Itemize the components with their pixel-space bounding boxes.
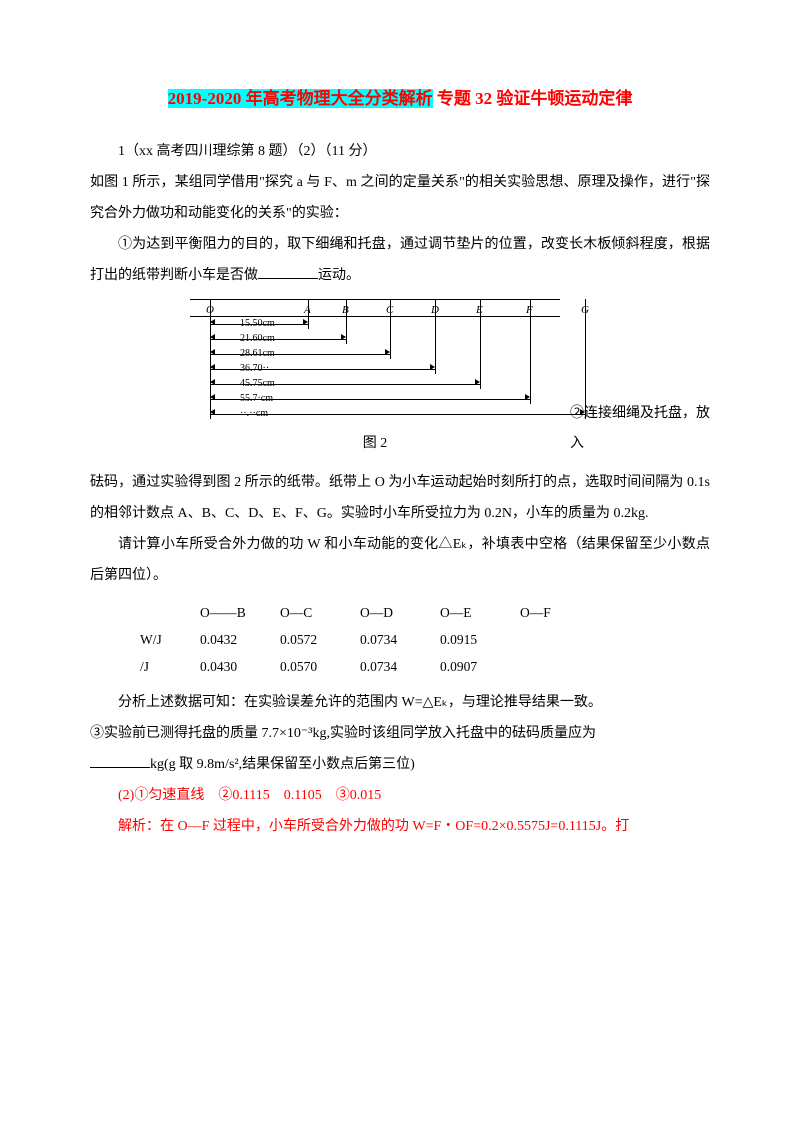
measure-rows: 15.50cm21.60cm28.61cm36.70··45.75cm55.7·… <box>190 317 560 422</box>
table-header-cell <box>140 599 200 626</box>
table-cell: 0.0907 <box>440 653 520 680</box>
step3-blank-line: kg(g 取 9.8m/s²,结果保留至小数点后第三位) <box>90 750 710 781</box>
table-cell: 0.0572 <box>280 626 360 653</box>
table-header-cell: O——B <box>200 599 280 626</box>
intro-paragraph: 如图 1 所示，某组同学借用"探究 a 与 F、m 之间的定量关系"的相关实验思… <box>90 168 710 230</box>
step-1: ①为达到平衡阻力的目的，取下细绳和托盘，通过调节垫片的位置，改变长木板倾斜程度，… <box>90 230 710 292</box>
table-row-label: /J <box>140 653 200 680</box>
step-3: ③实验前已测得托盘的质量 7.7×10⁻³kg,实验时该组同学放入托盘中的砝码质… <box>90 719 710 750</box>
vertical-line <box>585 299 586 419</box>
tape-diagram: OABCDEFG 15.50cm21.60cm28.61cm36.70··45.… <box>190 299 560 460</box>
table-header-cell: O—D <box>360 599 440 626</box>
title-highlight: 2019-2020 年高考物理大全分类解析 <box>168 89 433 108</box>
step2-instruction: 请计算小车所受合外力做的功 W 和小车动能的变化△Eₖ，补填表中空格（结果保留至… <box>90 530 710 592</box>
measure-arrow <box>210 347 390 355</box>
step3-end: kg(g 取 9.8m/s²,结果保留至小数点后第三位) <box>150 757 415 772</box>
table-row-ek: /J 0.0430 0.0570 0.0734 0.0907 <box>140 653 710 680</box>
step1-text: ①为达到平衡阻力的目的，取下细绳和托盘，通过调节垫片的位置，改变长木板倾斜程度，… <box>90 237 710 283</box>
table-row-label: W/J <box>140 626 200 653</box>
table-cell <box>520 653 600 680</box>
answer-line: (2)①匀速直线 ②0.1115 0.1105 ③0.015 <box>90 781 710 812</box>
table-cell <box>520 626 600 653</box>
table-cell: 0.0570 <box>280 653 360 680</box>
blank-2 <box>90 754 150 768</box>
title-rest: 专题 32 验证牛顿运动定律 <box>433 89 633 108</box>
blank-1 <box>258 265 318 279</box>
diagram-wrapper: OABCDEFG 15.50cm21.60cm28.61cm36.70··45.… <box>90 299 710 460</box>
document-title: 2019-2020 年高考物理大全分类解析 专题 32 验证牛顿运动定律 <box>90 80 710 117</box>
step2-continuation: 砝码，通过实验得到图 2 所示的纸带。纸带上 O 为小车运动起始时刻所打的点，选… <box>90 468 710 530</box>
measure-row: ··.··cm <box>190 407 560 422</box>
question-number: 1（xx 高考四川理综第 8 题）（2）（11 分） <box>90 137 710 168</box>
table-header-cell: O—C <box>280 599 360 626</box>
measure-arrow <box>210 332 346 340</box>
measurements: 15.50cm21.60cm28.61cm36.70··45.75cm55.7·… <box>190 317 560 427</box>
table-header-cell: O—F <box>520 599 600 626</box>
step1-end: 运动。 <box>318 268 360 283</box>
table-cell: 0.0915 <box>440 626 520 653</box>
table-cell: 0.0734 <box>360 653 440 680</box>
table-cell: 0.0432 <box>200 626 280 653</box>
table-row-w: W/J 0.0432 0.0572 0.0734 0.0915 <box>140 626 710 653</box>
data-table: O——B O—C O—D O—E O—F W/J 0.0432 0.0572 0… <box>140 599 710 680</box>
table-header-cell: O—E <box>440 599 520 626</box>
tape-point-labels: OABCDEFG <box>190 298 560 314</box>
figure-caption: 图 2 <box>190 429 560 460</box>
analysis-text: 分析上述数据可知：在实验误差允许的范围内 W=△Eₖ，与理论推导结果一致。 <box>90 688 710 719</box>
explanation-line: 解析：在 O—F 过程中，小车所受合外力做的功 W=F・OF=0.2×0.557… <box>90 812 710 843</box>
table-cell: 0.0430 <box>200 653 280 680</box>
step3-text: ③实验前已测得托盘的质量 7.7×10⁻³kg,实验时该组同学放入托盘中的砝码质… <box>90 726 596 741</box>
table-header-row: O——B O—C O—D O—E O—F <box>140 599 710 626</box>
measure-label: ··.··cm <box>240 403 268 425</box>
table-cell: 0.0734 <box>360 626 440 653</box>
